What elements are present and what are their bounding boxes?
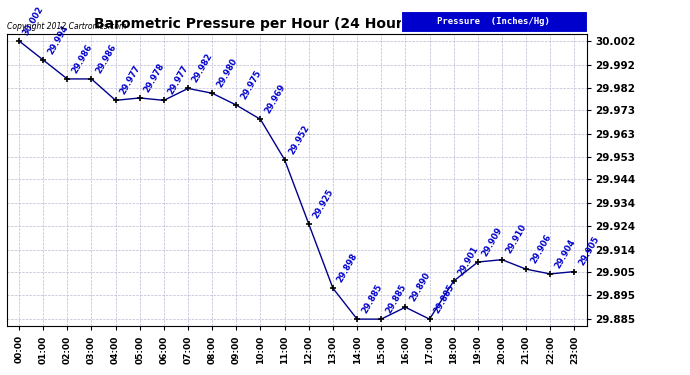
Text: 29.905: 29.905 [578, 235, 601, 267]
Text: 29.901: 29.901 [457, 244, 480, 277]
Text: 29.904: 29.904 [553, 237, 577, 270]
Text: 29.980: 29.980 [215, 57, 239, 89]
Text: 29.885: 29.885 [360, 282, 384, 315]
Text: 29.982: 29.982 [191, 52, 215, 84]
Text: 29.986: 29.986 [70, 42, 94, 75]
Text: 29.898: 29.898 [336, 252, 359, 284]
Text: 29.975: 29.975 [239, 69, 263, 101]
Text: 29.885: 29.885 [384, 282, 408, 315]
Text: Pressure  (Inches/Hg): Pressure (Inches/Hg) [437, 17, 550, 26]
Text: Copyright 2012 Cartronics.com: Copyright 2012 Cartronics.com [7, 22, 126, 31]
Text: 29.925: 29.925 [312, 187, 335, 220]
Text: 29.969: 29.969 [264, 83, 287, 115]
Text: 29.977: 29.977 [119, 64, 142, 96]
Text: 30.002: 30.002 [22, 4, 46, 37]
Text: 29.910: 29.910 [505, 223, 529, 255]
Text: 29.977: 29.977 [167, 64, 190, 96]
Text: 29.885: 29.885 [433, 282, 456, 315]
Text: 29.978: 29.978 [143, 62, 166, 94]
Title: Barometric Pressure per Hour (24 Hours) 20120929: Barometric Pressure per Hour (24 Hours) … [94, 17, 500, 31]
Text: 29.890: 29.890 [408, 271, 432, 303]
Text: 29.909: 29.909 [481, 225, 504, 258]
Text: 29.994: 29.994 [46, 23, 70, 56]
Text: 29.986: 29.986 [95, 42, 118, 75]
Text: 29.906: 29.906 [529, 232, 553, 265]
Text: 29.952: 29.952 [288, 123, 311, 156]
